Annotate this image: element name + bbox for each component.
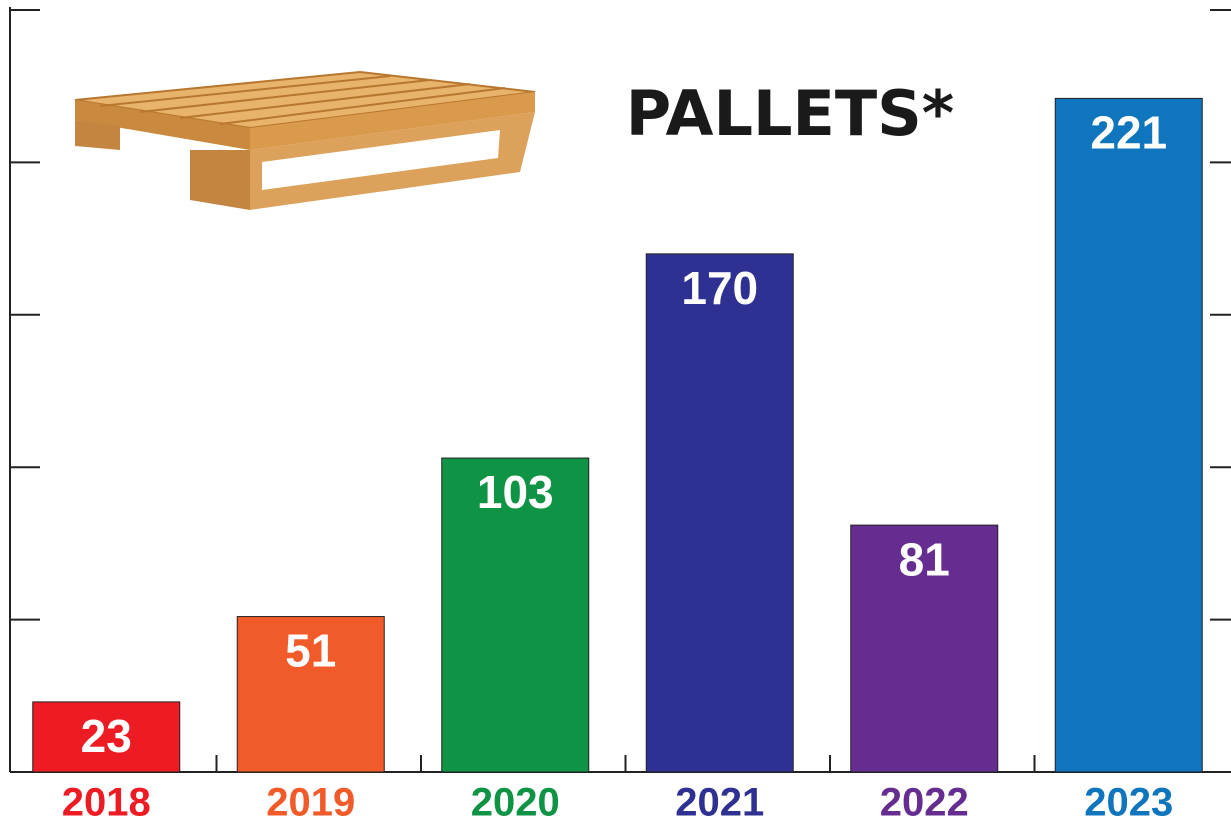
x-tick-label: 2020 bbox=[471, 781, 560, 825]
value-label: 81 bbox=[899, 533, 950, 585]
x-tick-label: 2023 bbox=[1084, 781, 1173, 825]
x-tick-label: 2021 bbox=[675, 781, 764, 825]
value-label: 103 bbox=[477, 466, 554, 518]
pallet-illustration bbox=[75, 72, 535, 210]
value-label: 221 bbox=[1090, 107, 1167, 159]
bar bbox=[646, 254, 793, 772]
x-tick-label: 2019 bbox=[266, 781, 355, 825]
x-tick-label: 2022 bbox=[880, 781, 969, 825]
chart-title: PALLETS* bbox=[626, 77, 954, 150]
value-label: 23 bbox=[81, 710, 132, 762]
value-label: 170 bbox=[681, 262, 758, 314]
x-tick-label: 2018 bbox=[62, 781, 151, 825]
bar bbox=[1055, 98, 1202, 772]
value-label: 51 bbox=[285, 625, 336, 677]
chart: PALLETS* 2018 23 2019 51 2020 103 2021 170 2022 8… bbox=[0, 0, 1231, 826]
page: {"chart_data": {"type": "bar", "title": … bbox=[0, 0, 1231, 826]
